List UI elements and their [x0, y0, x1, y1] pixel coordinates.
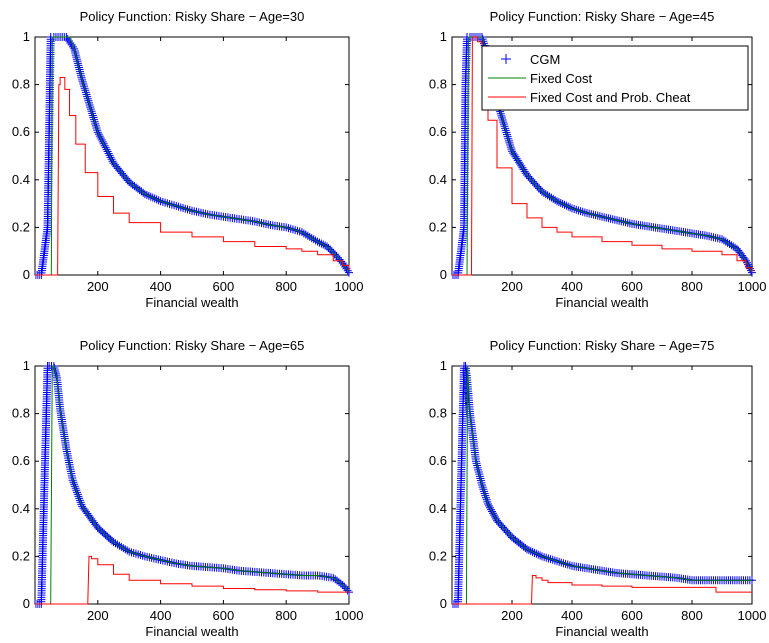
series-fixed-cost-and-prob-cheat [35, 76, 350, 276]
series-fixed-cost [35, 36, 350, 276]
axes-box [451, 365, 753, 605]
subplot-4: 200 400 600 800 1000 0 0.2 0.4 0.6 0.8 1 Policy Fun… [429, 338, 767, 639]
legend-marker [501, 54, 511, 64]
x-tick-label: 400 [150, 608, 172, 623]
x-tick-label: 600 [213, 608, 235, 623]
y-tick-label: 0 [23, 267, 30, 282]
chart-title: Policy Function: Risky Share − Age=75 [490, 338, 715, 353]
x-tick-label: 1000 [738, 279, 767, 294]
y-tick-label: 0.6 [429, 124, 447, 139]
x-tick-label: 600 [621, 279, 643, 294]
y-tick-label: 0.6 [12, 124, 30, 139]
series-line [35, 365, 350, 605]
y-tick-label: 0.6 [12, 453, 30, 468]
series-fixed-cost [452, 36, 753, 276]
series-fixed-cost [452, 365, 752, 605]
legend-label: CGM [530, 52, 560, 67]
y-tick-label: 0.4 [429, 172, 447, 187]
y-tick-label: 0.2 [429, 219, 447, 234]
y-tick-label: 0.8 [429, 406, 447, 421]
y-tick-label: 0.2 [12, 548, 30, 563]
series-line [35, 76, 350, 276]
legend-box [481, 45, 749, 111]
x-tick-label: 200 [501, 608, 523, 623]
x-tick-label: 800 [681, 608, 703, 623]
y-tick-label: 0 [440, 267, 447, 282]
y-tick-label: 0 [440, 596, 447, 611]
y-tick-label: 0 [23, 596, 30, 611]
subplot-2: 200 400 600 800 1000 0 0.2 0.4 0.6 0.8 1 Policy Fun… [429, 9, 767, 310]
x-axis-label: Financial wealth [555, 295, 648, 310]
y-tick-label: 1 [440, 29, 447, 44]
axes-box [34, 36, 350, 276]
x-axis-label: Financial wealth [145, 295, 238, 310]
x-tick-label: 400 [561, 608, 583, 623]
y-tick-label: 0.8 [429, 77, 447, 92]
y-tick-label: 0.8 [12, 406, 30, 421]
axes-box [451, 36, 753, 276]
x-tick-label: 200 [87, 608, 109, 623]
y-tick-label: 0.4 [12, 172, 30, 187]
y-tick-label: 0.2 [12, 219, 30, 234]
y-tick-label: 0.2 [429, 548, 447, 563]
series-line [452, 574, 752, 605]
series-fixed-cost [35, 365, 350, 605]
series-line [35, 36, 350, 276]
series-fixed-cost-and-prob-cheat [452, 574, 752, 605]
x-tick-label: 1000 [335, 279, 364, 294]
chart-title: Policy Function: Risky Share − Age=30 [80, 9, 305, 24]
series-line [452, 36, 753, 276]
x-axis-label: Financial wealth [145, 624, 238, 639]
x-tick-label: 200 [87, 279, 109, 294]
x-tick-label: 400 [150, 279, 172, 294]
y-tick-label: 1 [23, 358, 30, 373]
legend-label: Fixed Cost and Prob. Cheat [530, 90, 691, 105]
y-tick-label: 0.6 [429, 453, 447, 468]
series-line [35, 555, 349, 605]
x-tick-label: 600 [213, 279, 235, 294]
x-tick-label: 200 [501, 279, 523, 294]
y-tick-label: 0.4 [429, 501, 447, 516]
x-tick-label: 1000 [335, 608, 364, 623]
series-fixed-cost-and-prob-cheat [35, 555, 349, 605]
legend: CGM Fixed Cost Fixed Cost and Prob. Cheat [481, 45, 749, 111]
x-tick-label: 1000 [738, 608, 767, 623]
subplot-1: 200 400 600 800 1000 0 0.2 0.4 0.6 0.8 1 Policy Fun… [12, 9, 364, 310]
y-tick-label: 0.4 [12, 501, 30, 516]
chart-title: Policy Function: Risky Share − Age=65 [80, 338, 305, 353]
x-tick-label: 800 [681, 279, 703, 294]
chart-title: Policy Function: Risky Share − Age=45 [490, 9, 715, 24]
y-tick-label: 0.8 [12, 77, 30, 92]
series-line [452, 365, 752, 605]
x-tick-label: 400 [561, 279, 583, 294]
subplot-3: 200 400 600 800 1000 0 0.2 0.4 0.6 0.8 1 Policy Fun… [12, 338, 364, 639]
y-tick-label: 1 [440, 358, 447, 373]
x-tick-label: 600 [621, 608, 643, 623]
legend-label: Fixed Cost [530, 71, 593, 86]
x-tick-label: 800 [275, 279, 297, 294]
x-tick-label: 800 [275, 608, 297, 623]
x-axis-label: Financial wealth [555, 624, 648, 639]
axes-box [34, 365, 350, 605]
y-tick-label: 1 [23, 29, 30, 44]
